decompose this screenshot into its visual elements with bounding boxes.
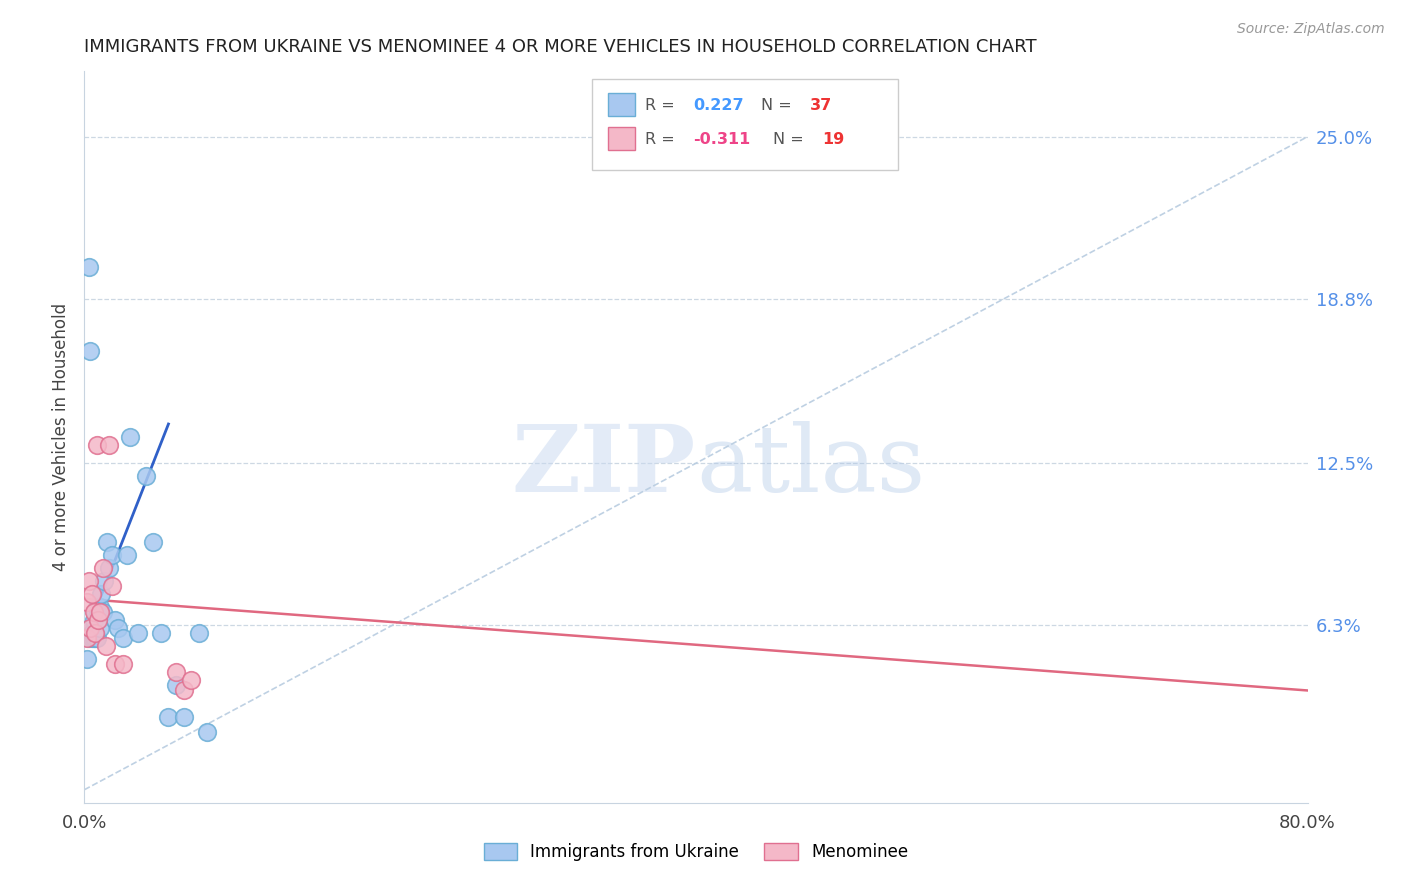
Point — [87, 605, 110, 619]
Point — [97, 560, 120, 574]
Text: 0.227: 0.227 — [693, 98, 744, 113]
Point — [94, 639, 117, 653]
Text: 19: 19 — [823, 132, 844, 147]
Point — [127, 626, 149, 640]
Point — [83, 613, 105, 627]
Point — [104, 613, 127, 627]
Point — [79, 621, 101, 635]
Point — [165, 665, 187, 680]
Point — [101, 579, 124, 593]
Text: atlas: atlas — [696, 421, 925, 511]
Point — [86, 599, 108, 614]
Point — [142, 534, 165, 549]
Point — [120, 430, 142, 444]
Point — [77, 260, 100, 275]
Point — [165, 678, 187, 692]
Point — [89, 605, 111, 619]
Point — [107, 621, 129, 635]
Text: 37: 37 — [810, 98, 832, 113]
Point — [79, 621, 101, 635]
Point — [87, 613, 110, 627]
Point — [180, 673, 202, 687]
Point — [84, 632, 107, 646]
Point — [173, 709, 195, 723]
Point — [104, 657, 127, 672]
Point — [79, 343, 101, 358]
Point — [76, 632, 98, 646]
Point — [101, 548, 124, 562]
Point — [77, 632, 100, 646]
Point — [195, 725, 218, 739]
Text: R =: R = — [644, 98, 679, 113]
Point — [80, 626, 103, 640]
Point — [173, 683, 195, 698]
Point — [96, 534, 118, 549]
FancyBboxPatch shape — [607, 127, 636, 150]
Text: IMMIGRANTS FROM UKRAINE VS MENOMINEE 4 OR MORE VEHICLES IN HOUSEHOLD CORRELATION: IMMIGRANTS FROM UKRAINE VS MENOMINEE 4 O… — [84, 38, 1038, 56]
Text: -0.311: -0.311 — [693, 132, 751, 147]
FancyBboxPatch shape — [592, 78, 898, 170]
Point — [91, 605, 114, 619]
Point — [80, 587, 103, 601]
Point — [77, 574, 100, 588]
Point — [157, 709, 180, 723]
Legend: Immigrants from Ukraine, Menominee: Immigrants from Ukraine, Menominee — [477, 836, 915, 868]
Point — [86, 632, 108, 646]
Point — [89, 599, 111, 614]
Point — [76, 652, 98, 666]
Point — [111, 657, 134, 672]
Point — [91, 560, 114, 574]
Point — [76, 626, 98, 640]
Point — [80, 632, 103, 646]
Point — [188, 626, 211, 640]
Text: Source: ZipAtlas.com: Source: ZipAtlas.com — [1237, 22, 1385, 37]
Point — [83, 605, 105, 619]
FancyBboxPatch shape — [607, 94, 636, 116]
Point — [76, 594, 98, 608]
Point — [135, 469, 157, 483]
Point — [89, 621, 111, 635]
Point — [111, 632, 134, 646]
Point — [115, 548, 138, 562]
Text: R =: R = — [644, 132, 679, 147]
Point — [97, 438, 120, 452]
Point — [149, 626, 172, 640]
Point — [90, 587, 112, 601]
Text: ZIP: ZIP — [512, 421, 696, 511]
Point — [86, 438, 108, 452]
Point — [93, 574, 115, 588]
Text: N =: N = — [773, 132, 808, 147]
Point — [84, 605, 107, 619]
Text: N =: N = — [761, 98, 797, 113]
Point — [84, 626, 107, 640]
Y-axis label: 4 or more Vehicles in Household: 4 or more Vehicles in Household — [52, 303, 70, 571]
Point — [83, 632, 105, 646]
